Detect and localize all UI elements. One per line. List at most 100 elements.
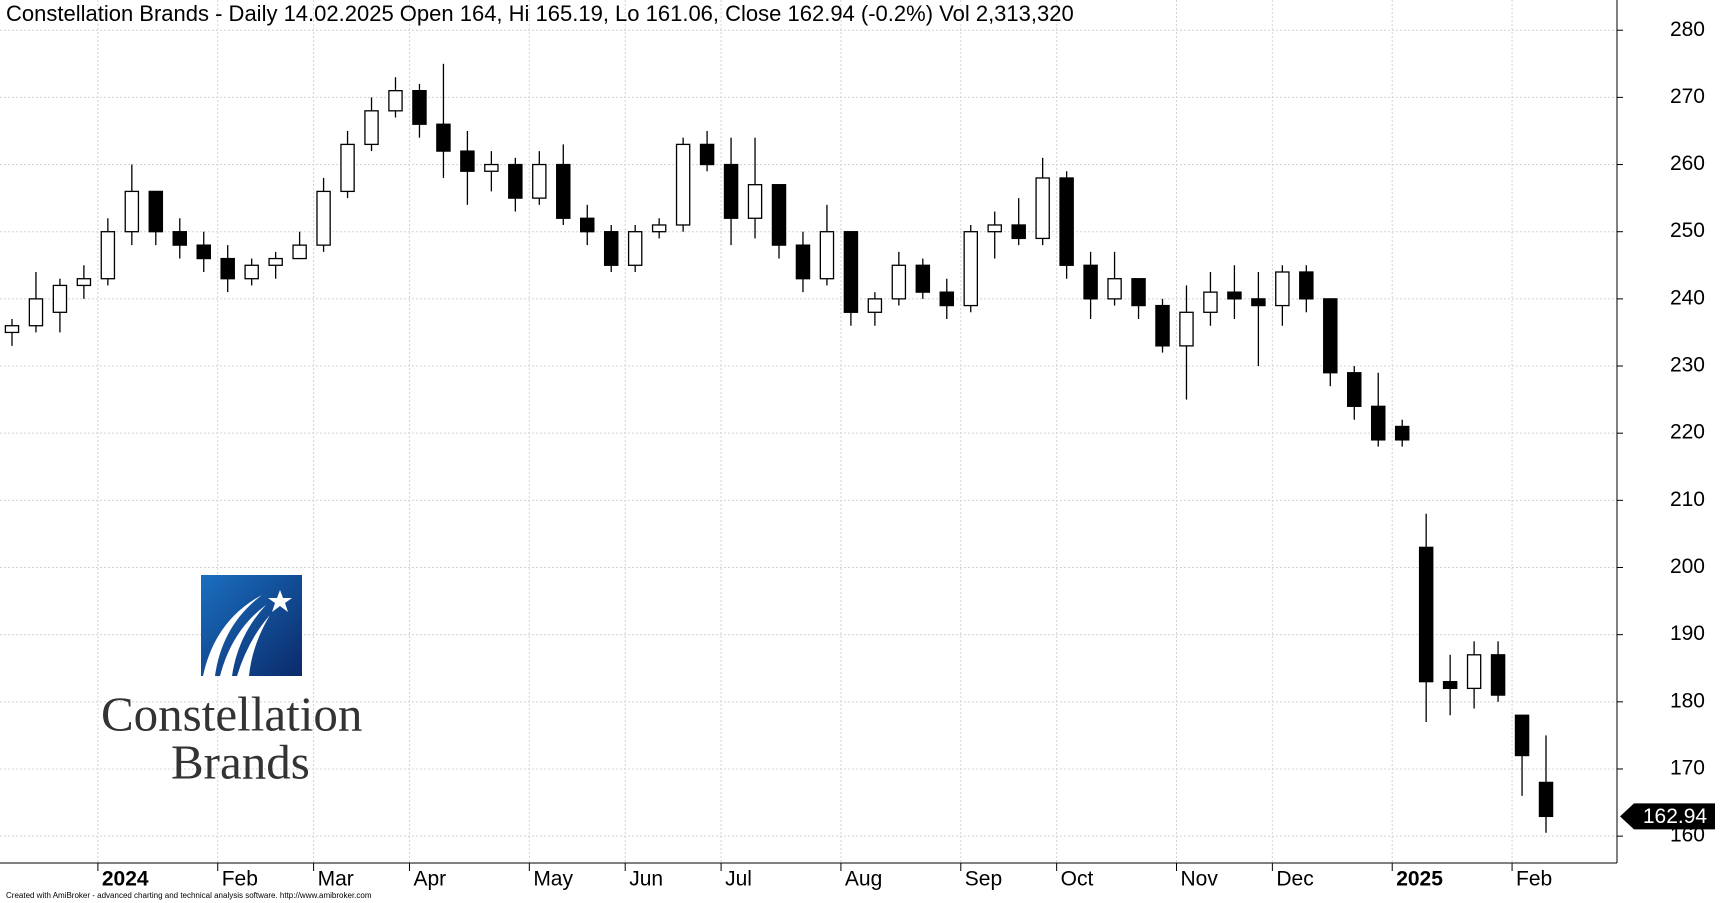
candle-body (1179, 311, 1194, 347)
x-tick-label: Mar (318, 868, 354, 891)
candle-body (603, 231, 619, 266)
logo-star (268, 590, 292, 612)
logo-swoosh (203, 595, 270, 676)
candle-body (699, 143, 715, 166)
y-tick-label: 210 (1670, 488, 1705, 511)
y-tick-label: 190 (1670, 622, 1705, 645)
candle-body (1466, 654, 1482, 690)
candle-body (1514, 714, 1530, 757)
candle-body (627, 231, 643, 266)
candle-body (76, 278, 92, 287)
candle-body (388, 90, 403, 112)
candle-body (580, 217, 595, 233)
x-tick-label: Nov (1180, 868, 1218, 891)
candle-body (795, 244, 811, 280)
y-tick-label: 260 (1670, 152, 1705, 175)
candle-body (1155, 304, 1170, 347)
candle-body (867, 298, 883, 313)
candle-body (508, 163, 523, 199)
candle-body (1035, 177, 1050, 240)
x-tick-label: Feb (1516, 868, 1552, 891)
candle-body (651, 224, 667, 233)
x-tick-label: Feb (222, 868, 258, 891)
x-tick-label: May (533, 868, 573, 891)
logo-text: Brands (171, 734, 310, 789)
x-tick-label: Sep (965, 868, 1002, 891)
candle-body (196, 244, 211, 260)
candle-body (939, 291, 955, 307)
x-tick-label: Dec (1276, 868, 1313, 891)
candle-body (1083, 264, 1098, 300)
candle-body (244, 264, 259, 280)
candle-body (1370, 405, 1386, 441)
candle-body (843, 231, 859, 313)
candle-body (1394, 425, 1410, 441)
last-price-label: 162.94 (1643, 805, 1708, 828)
y-tick-label: 250 (1670, 219, 1705, 242)
candle-body (412, 90, 427, 125)
candle-body (484, 163, 499, 172)
y-tick-label: 240 (1670, 286, 1705, 309)
x-tick-label: Jul (725, 868, 752, 891)
footer: Created with AmiBroker - advanced charti… (6, 891, 372, 900)
candle-body (556, 163, 571, 219)
y-tick-label: 220 (1670, 421, 1705, 444)
y-tick-label: 200 (1670, 555, 1705, 578)
chart-title: Constellation Brands - Daily 14.02.2025 … (6, 1, 1074, 26)
candle-body (915, 264, 931, 293)
candle-body (1011, 224, 1026, 240)
candle-body (1203, 291, 1218, 313)
candle-body (52, 284, 68, 313)
candle-body (532, 163, 547, 199)
candle-body (316, 190, 331, 246)
candle-body (4, 325, 20, 334)
candle-body (148, 190, 164, 233)
candle-body (1418, 546, 1434, 683)
candle-body (771, 184, 787, 246)
y-tick-label: 180 (1670, 689, 1705, 712)
candle-body (1299, 271, 1314, 300)
x-tick-label: Oct (1061, 868, 1094, 891)
x-tick-label: Jun (629, 868, 663, 891)
candle-body (747, 184, 763, 219)
candle-body (364, 110, 379, 146)
candle-body (723, 163, 739, 219)
x-tick-label: Apr (413, 868, 446, 891)
x-tick-label: 2025 (1396, 868, 1443, 891)
candle-body (340, 143, 355, 193)
logo-text: Constellation (101, 686, 362, 741)
last-price-marker (1620, 803, 1715, 830)
y-tick-label: 170 (1670, 757, 1705, 780)
candle-body (1442, 681, 1458, 690)
candle-body (819, 231, 835, 280)
candle-body (1059, 177, 1074, 266)
candle-body (1131, 278, 1146, 307)
candle-body (124, 190, 140, 233)
candle-body (292, 244, 307, 260)
candle-body (891, 264, 907, 300)
candle-body (987, 224, 1002, 233)
candle-body (675, 143, 691, 226)
candle-body (963, 231, 978, 307)
candle-body (1251, 298, 1266, 307)
candle-body (1323, 298, 1338, 374)
candle-body (28, 298, 44, 327)
candle-body (268, 257, 283, 266)
candle-body (1275, 271, 1290, 307)
candle-body (220, 257, 235, 280)
y-tick-label: 280 (1670, 18, 1705, 41)
candle-body (1107, 278, 1122, 300)
y-tick-label: 270 (1670, 85, 1705, 108)
candle-body (172, 231, 188, 246)
x-tick-label: 2024 (102, 868, 149, 891)
y-tick-label: 160 (1670, 824, 1705, 847)
candle-body (1347, 372, 1362, 407)
candle-body (1490, 654, 1506, 696)
x-tick-label: Aug (845, 868, 882, 891)
candle-body (1538, 781, 1554, 818)
candle-body (100, 231, 116, 280)
y-tick-label: 230 (1670, 354, 1705, 377)
candle-body (436, 123, 451, 152)
